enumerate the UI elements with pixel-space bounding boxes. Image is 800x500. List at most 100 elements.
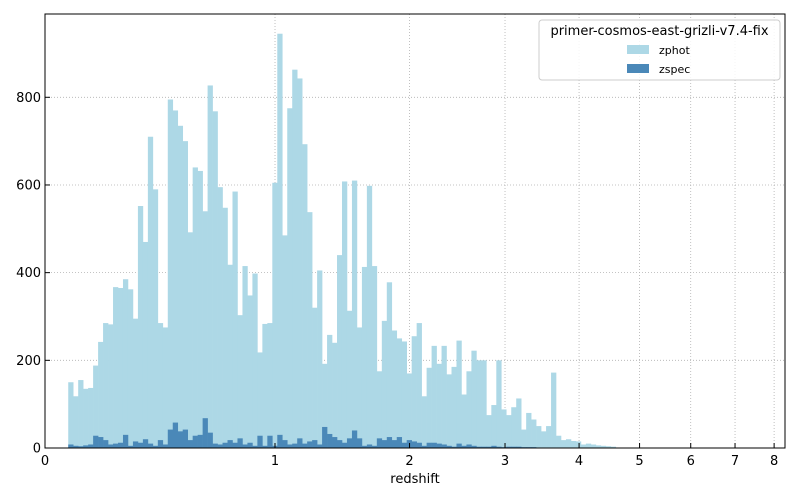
zphot-bar [501, 409, 507, 448]
zphot-bar [436, 363, 442, 448]
zspec-bar [137, 442, 144, 448]
axis-ticks: 0 1 2 3 4 5 6 7 8 0 200 400 600 800 [16, 91, 778, 469]
zphot-bar [531, 419, 537, 448]
zphot-bar [376, 371, 383, 448]
zphot-bar [118, 287, 124, 448]
zspec-bar [103, 440, 109, 448]
zspec-bar [267, 435, 273, 448]
zspec-bar [356, 438, 363, 448]
zphot-bar [242, 266, 248, 448]
zphot-bar [182, 141, 188, 448]
zphot-bar [122, 279, 129, 448]
zphot-bar [68, 382, 74, 448]
zphot-bar [541, 431, 547, 448]
zphot-bar [237, 315, 243, 448]
zphot-bar [386, 282, 393, 448]
zphot-bar [252, 273, 258, 448]
zphot-bar [526, 412, 532, 448]
zspec-bar [282, 440, 288, 448]
zphot-bar [605, 446, 612, 448]
y-tick-label: 800 [16, 91, 41, 106]
zphot-bar [317, 270, 323, 448]
zphot-bar [570, 440, 577, 448]
zspec-bar [421, 445, 427, 448]
zspec-bar [461, 445, 467, 448]
x-tick-label: 7 [731, 454, 739, 469]
zspec-bar [68, 444, 74, 448]
zspec-bar [192, 435, 198, 448]
zspec-bar [242, 444, 248, 448]
zspec-bar [481, 446, 487, 448]
zspec-bar [108, 444, 114, 448]
zspec-bar [376, 438, 383, 448]
zspec-bar [287, 444, 293, 448]
zphot-bar [177, 125, 184, 449]
zspec-bar [132, 441, 139, 448]
zphot-bar [491, 405, 497, 448]
zphot-bar [381, 320, 388, 448]
zphot-bar [108, 324, 114, 448]
zphot-bar [446, 374, 452, 448]
zspec-bar [247, 442, 253, 448]
zphot-bar [496, 360, 502, 448]
zphot-bar [137, 206, 144, 448]
zspec-bar [401, 442, 408, 448]
zphot-bar [83, 388, 89, 448]
zphot-bar [506, 415, 512, 448]
zphot-bar [167, 99, 174, 448]
zphot-bar [227, 264, 233, 448]
zphot-bar [277, 33, 283, 449]
zspec-bar [491, 445, 497, 448]
zspec-bar [277, 434, 283, 448]
zspec-bar [346, 438, 353, 448]
zphot-bar [466, 371, 472, 448]
zspec-bar [332, 437, 338, 448]
legend-box [538, 19, 781, 81]
zphot-bar [476, 360, 482, 448]
zphot-bar [396, 338, 403, 448]
zspec-bar [297, 438, 303, 448]
x-tick-label: 2 [405, 454, 413, 469]
zphot-bar [73, 396, 79, 448]
zphot-bar [267, 323, 273, 448]
zphot-bar [426, 367, 432, 448]
zspec-bar [113, 443, 119, 448]
zphot-bar [257, 352, 263, 448]
zspec-bar [227, 440, 233, 448]
zspec-bar [366, 444, 373, 448]
legend-label-zspec: zspec [659, 63, 690, 76]
zspec-bar [476, 446, 482, 448]
zphot-bar [431, 345, 437, 448]
zspec-bar [237, 438, 243, 448]
zphot-bar [471, 350, 477, 448]
x-tick-label: 0 [41, 454, 49, 469]
zphot-bar [411, 336, 417, 448]
zphot-bar [580, 444, 587, 448]
zphot-bar [302, 144, 308, 448]
zphot-bar [152, 189, 159, 449]
zspec-bar [426, 442, 432, 448]
zphot-bar [322, 363, 328, 448]
zspec-bar [78, 446, 84, 448]
zspec-bar [73, 445, 79, 448]
y-tick-label: 200 [16, 354, 41, 369]
zphot-bar [401, 341, 408, 448]
zphot-bar [536, 426, 542, 448]
zphot-bar [346, 310, 353, 448]
zspec-bar [83, 445, 89, 448]
zspec-bar [222, 442, 228, 448]
zspec-bar [157, 440, 164, 448]
zphot-bar [406, 373, 412, 448]
zspec-bar [88, 444, 94, 448]
zspec-bar [516, 446, 522, 448]
y-tick-label: 600 [16, 178, 41, 193]
legend: primer-cosmos-east-grizli-v7.4-fix zphot… [538, 19, 781, 81]
zphot-bar [88, 387, 94, 448]
zphot-bar [546, 426, 552, 448]
zspec-bar [257, 435, 263, 448]
zphot-bars [68, 33, 617, 449]
zspec-bar [118, 442, 124, 448]
zspec-bar [202, 418, 208, 448]
zspec-bar [127, 445, 134, 448]
